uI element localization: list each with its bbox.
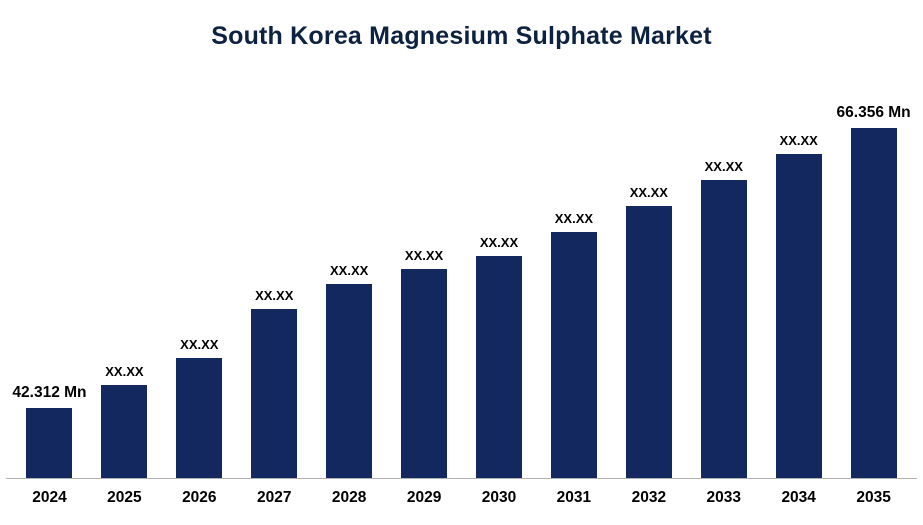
bar-value-label: XX.XX <box>404 248 444 263</box>
x-axis-label: 2031 <box>556 489 592 506</box>
plot-area: 42.312 Mn XX.XX XX.XX XX.XX XX.XX XX.XX XX.XX X… <box>0 96 923 507</box>
x-axis-label: 2027 <box>256 489 292 506</box>
bar <box>251 309 298 478</box>
x-axis-label: 2030 <box>481 489 517 506</box>
x-axis-line <box>6 478 917 479</box>
bar-group: XX.XX <box>761 133 836 478</box>
bar <box>326 284 373 478</box>
bar <box>850 128 897 478</box>
x-axis-label: 2033 <box>706 489 741 506</box>
bar-value-label: XX.XX <box>105 364 144 379</box>
bar <box>700 180 747 478</box>
x-axis-label: 2024 <box>32 489 67 506</box>
bar-group: XX.XX <box>237 288 312 478</box>
bar-value-label: XX.XX <box>554 211 594 226</box>
bar-group: XX.XX <box>162 337 237 478</box>
x-axis-label: 2028 <box>331 489 367 506</box>
chart-title: South Korea Magnesium Sulphate Market <box>211 22 712 50</box>
bar-group: XX.XX <box>387 248 462 478</box>
bar-value-label: 42.312 Mn <box>12 384 87 401</box>
bar-value-label: XX.XX <box>180 337 219 352</box>
bar-value-label: XX.XX <box>704 159 743 174</box>
x-axis-label: 2029 <box>406 489 442 506</box>
bar-value-label: 66.356 Mn <box>836 104 911 121</box>
bar <box>401 269 448 478</box>
bar <box>625 206 672 478</box>
bar <box>101 385 148 478</box>
bar-value-label: XX.XX <box>255 288 294 303</box>
bar-group: XX.XX <box>312 263 387 478</box>
bar <box>550 232 597 478</box>
bar-group: XX.XX <box>611 185 686 478</box>
x-axis-labels: 2024 2025 2026 2027 2028 2029 2030 2031 2032 2033… <box>0 489 923 507</box>
bar-value-label: XX.XX <box>779 133 818 148</box>
bar <box>475 256 522 478</box>
bar-value-label: XX.XX <box>629 185 668 200</box>
bar-group: XX.XX <box>536 211 611 478</box>
bar-group: XX.XX <box>686 159 761 478</box>
bar-group: 42.312 Mn <box>12 384 87 478</box>
bar-chart: 42.312 Mn XX.XX XX.XX XX.XX XX.XX XX.XX XX.XX X… <box>0 96 923 478</box>
bar <box>775 154 822 478</box>
x-axis-label: 2032 <box>631 489 667 506</box>
bar-value-label: XX.XX <box>330 263 369 278</box>
bar <box>26 408 73 478</box>
bar-group: XX.XX <box>87 364 162 478</box>
bar-group: XX.XX <box>462 235 537 478</box>
bar-group: 66.356 Mn <box>836 104 911 478</box>
bar <box>176 358 223 478</box>
x-axis-label: 2025 <box>107 489 142 506</box>
x-axis-label: 2034 <box>781 489 816 506</box>
bar-value-label: XX.XX <box>479 235 519 250</box>
x-axis-label: 2035 <box>856 489 891 506</box>
x-axis-label: 2026 <box>182 489 217 506</box>
